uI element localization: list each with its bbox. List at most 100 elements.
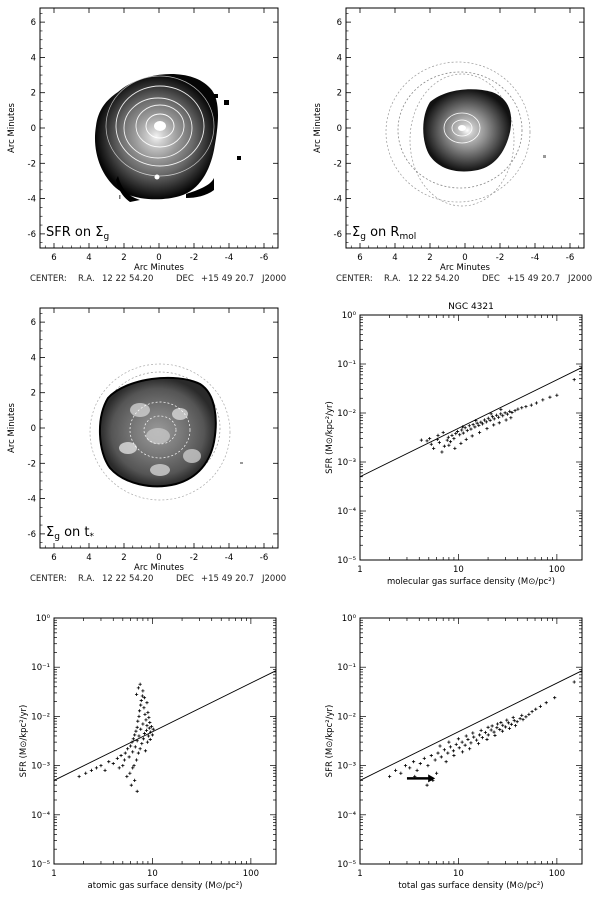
data-point (473, 425, 477, 429)
data-point (89, 768, 94, 772)
data-point (446, 435, 450, 439)
data-point (411, 760, 416, 764)
chart-title: NGC 4321 (448, 302, 494, 312)
data-point (501, 723, 505, 727)
x-tick-label: -2 (496, 253, 504, 263)
data-point (126, 747, 130, 751)
data-point (511, 715, 515, 720)
data-point (483, 730, 488, 735)
data-point (418, 761, 422, 766)
data-point (457, 746, 461, 750)
galaxy-image (89, 363, 243, 501)
center-dec-value: +15 49 20.7 (201, 274, 254, 284)
center-epoch: J2000 (567, 274, 592, 284)
data-point (452, 753, 456, 758)
x-tick-label: 6 (51, 553, 56, 563)
data-point (130, 740, 134, 744)
x-tick-label: 100 (549, 869, 565, 879)
data-point (142, 696, 147, 700)
data-point (515, 720, 519, 724)
data-point (442, 444, 446, 448)
data-point (498, 727, 502, 732)
data-point (477, 423, 481, 427)
data-point (435, 437, 439, 441)
data-point (477, 430, 482, 435)
y-tick-label: 4 (337, 53, 342, 63)
data-point (492, 417, 496, 421)
y-tick-label: 10⁻⁴ (337, 507, 356, 517)
data-point (433, 758, 437, 762)
data-point (463, 743, 467, 747)
reference-line (359, 367, 583, 478)
data-point (444, 760, 448, 764)
x-axis-label: Arc Minutes (440, 263, 491, 273)
data-point (121, 764, 125, 768)
data-point (493, 733, 497, 738)
data-point (485, 737, 489, 742)
y-tick-label: -2 (28, 159, 36, 169)
y-tick-label: -4 (28, 495, 36, 505)
data-point (134, 692, 139, 696)
data-point (469, 741, 473, 745)
data-point (140, 742, 144, 746)
x-tick-label: -6 (566, 253, 574, 263)
center-ra-value: 12 22 54.20 (102, 574, 153, 584)
data-point (447, 443, 451, 447)
data-point (455, 429, 460, 434)
center-dec-value: +15 49 20.7 (201, 574, 254, 584)
y-axis-label: Arc Minutes (313, 102, 323, 153)
data-point (107, 760, 111, 764)
data-point (136, 751, 140, 755)
data-point (426, 764, 430, 768)
data-point (499, 412, 503, 416)
data-point (479, 420, 483, 424)
data-point (132, 764, 136, 768)
data-point (138, 682, 142, 686)
center-dec-label: DEC (176, 274, 194, 284)
data-point (510, 410, 514, 415)
data-point (460, 750, 465, 754)
data-point (146, 734, 151, 738)
data-point (500, 729, 505, 733)
data-point (460, 425, 465, 429)
data-point (548, 395, 552, 399)
x-tick-label: 1 (357, 565, 362, 575)
scatter-panel-bottom-right: 1 10 100 10⁰ 10⁻¹ 10⁻² 10⁻³ 10⁻⁴ 10⁻⁵ total gas s… (325, 614, 583, 891)
center-ra-value: 12 22 54.20 (408, 274, 459, 284)
data-point (437, 440, 441, 445)
y-tick-label: 10⁻² (31, 712, 50, 722)
data-point (509, 722, 513, 726)
data-point (538, 704, 542, 708)
plot-frame (359, 617, 583, 865)
center-epoch: J2000 (261, 574, 286, 584)
y-tick-label: 10⁻¹ (337, 360, 356, 370)
data-point (477, 733, 482, 737)
y-tick-label: 10⁰ (36, 614, 51, 624)
data-point (137, 714, 141, 718)
data-point (489, 412, 493, 416)
scatter-panel-middle-right: 1 10 100 10⁰ 10⁻¹ 10⁻² 10⁻³ 10⁻⁴ 10⁻⁵ molecular g… (325, 302, 583, 587)
data-point (464, 734, 468, 738)
data-point (475, 738, 479, 742)
data-point (482, 418, 487, 422)
x-tick-label: 100 (243, 869, 259, 879)
data-point (94, 766, 99, 770)
data-point (148, 737, 152, 742)
data-point (125, 774, 129, 779)
data-point (485, 427, 489, 431)
y-tick-label: -6 (28, 530, 36, 540)
data-point (147, 715, 151, 720)
data-point (143, 749, 148, 753)
data-point (135, 739, 139, 743)
x-axis-label: molecular gas surface density (M⊙/pc²) (387, 577, 555, 587)
y-axis-label: SFR (M⊙/kpc²/yr) (325, 401, 335, 474)
data-point (476, 742, 481, 746)
data-point (415, 768, 419, 772)
data-point (128, 744, 133, 748)
x-tick-label: -2 (190, 553, 198, 563)
data-point (432, 446, 436, 450)
y-tick-label: 10⁻³ (337, 762, 356, 772)
data-point (544, 701, 548, 705)
data-point (447, 740, 451, 744)
galaxy-image (385, 61, 546, 207)
